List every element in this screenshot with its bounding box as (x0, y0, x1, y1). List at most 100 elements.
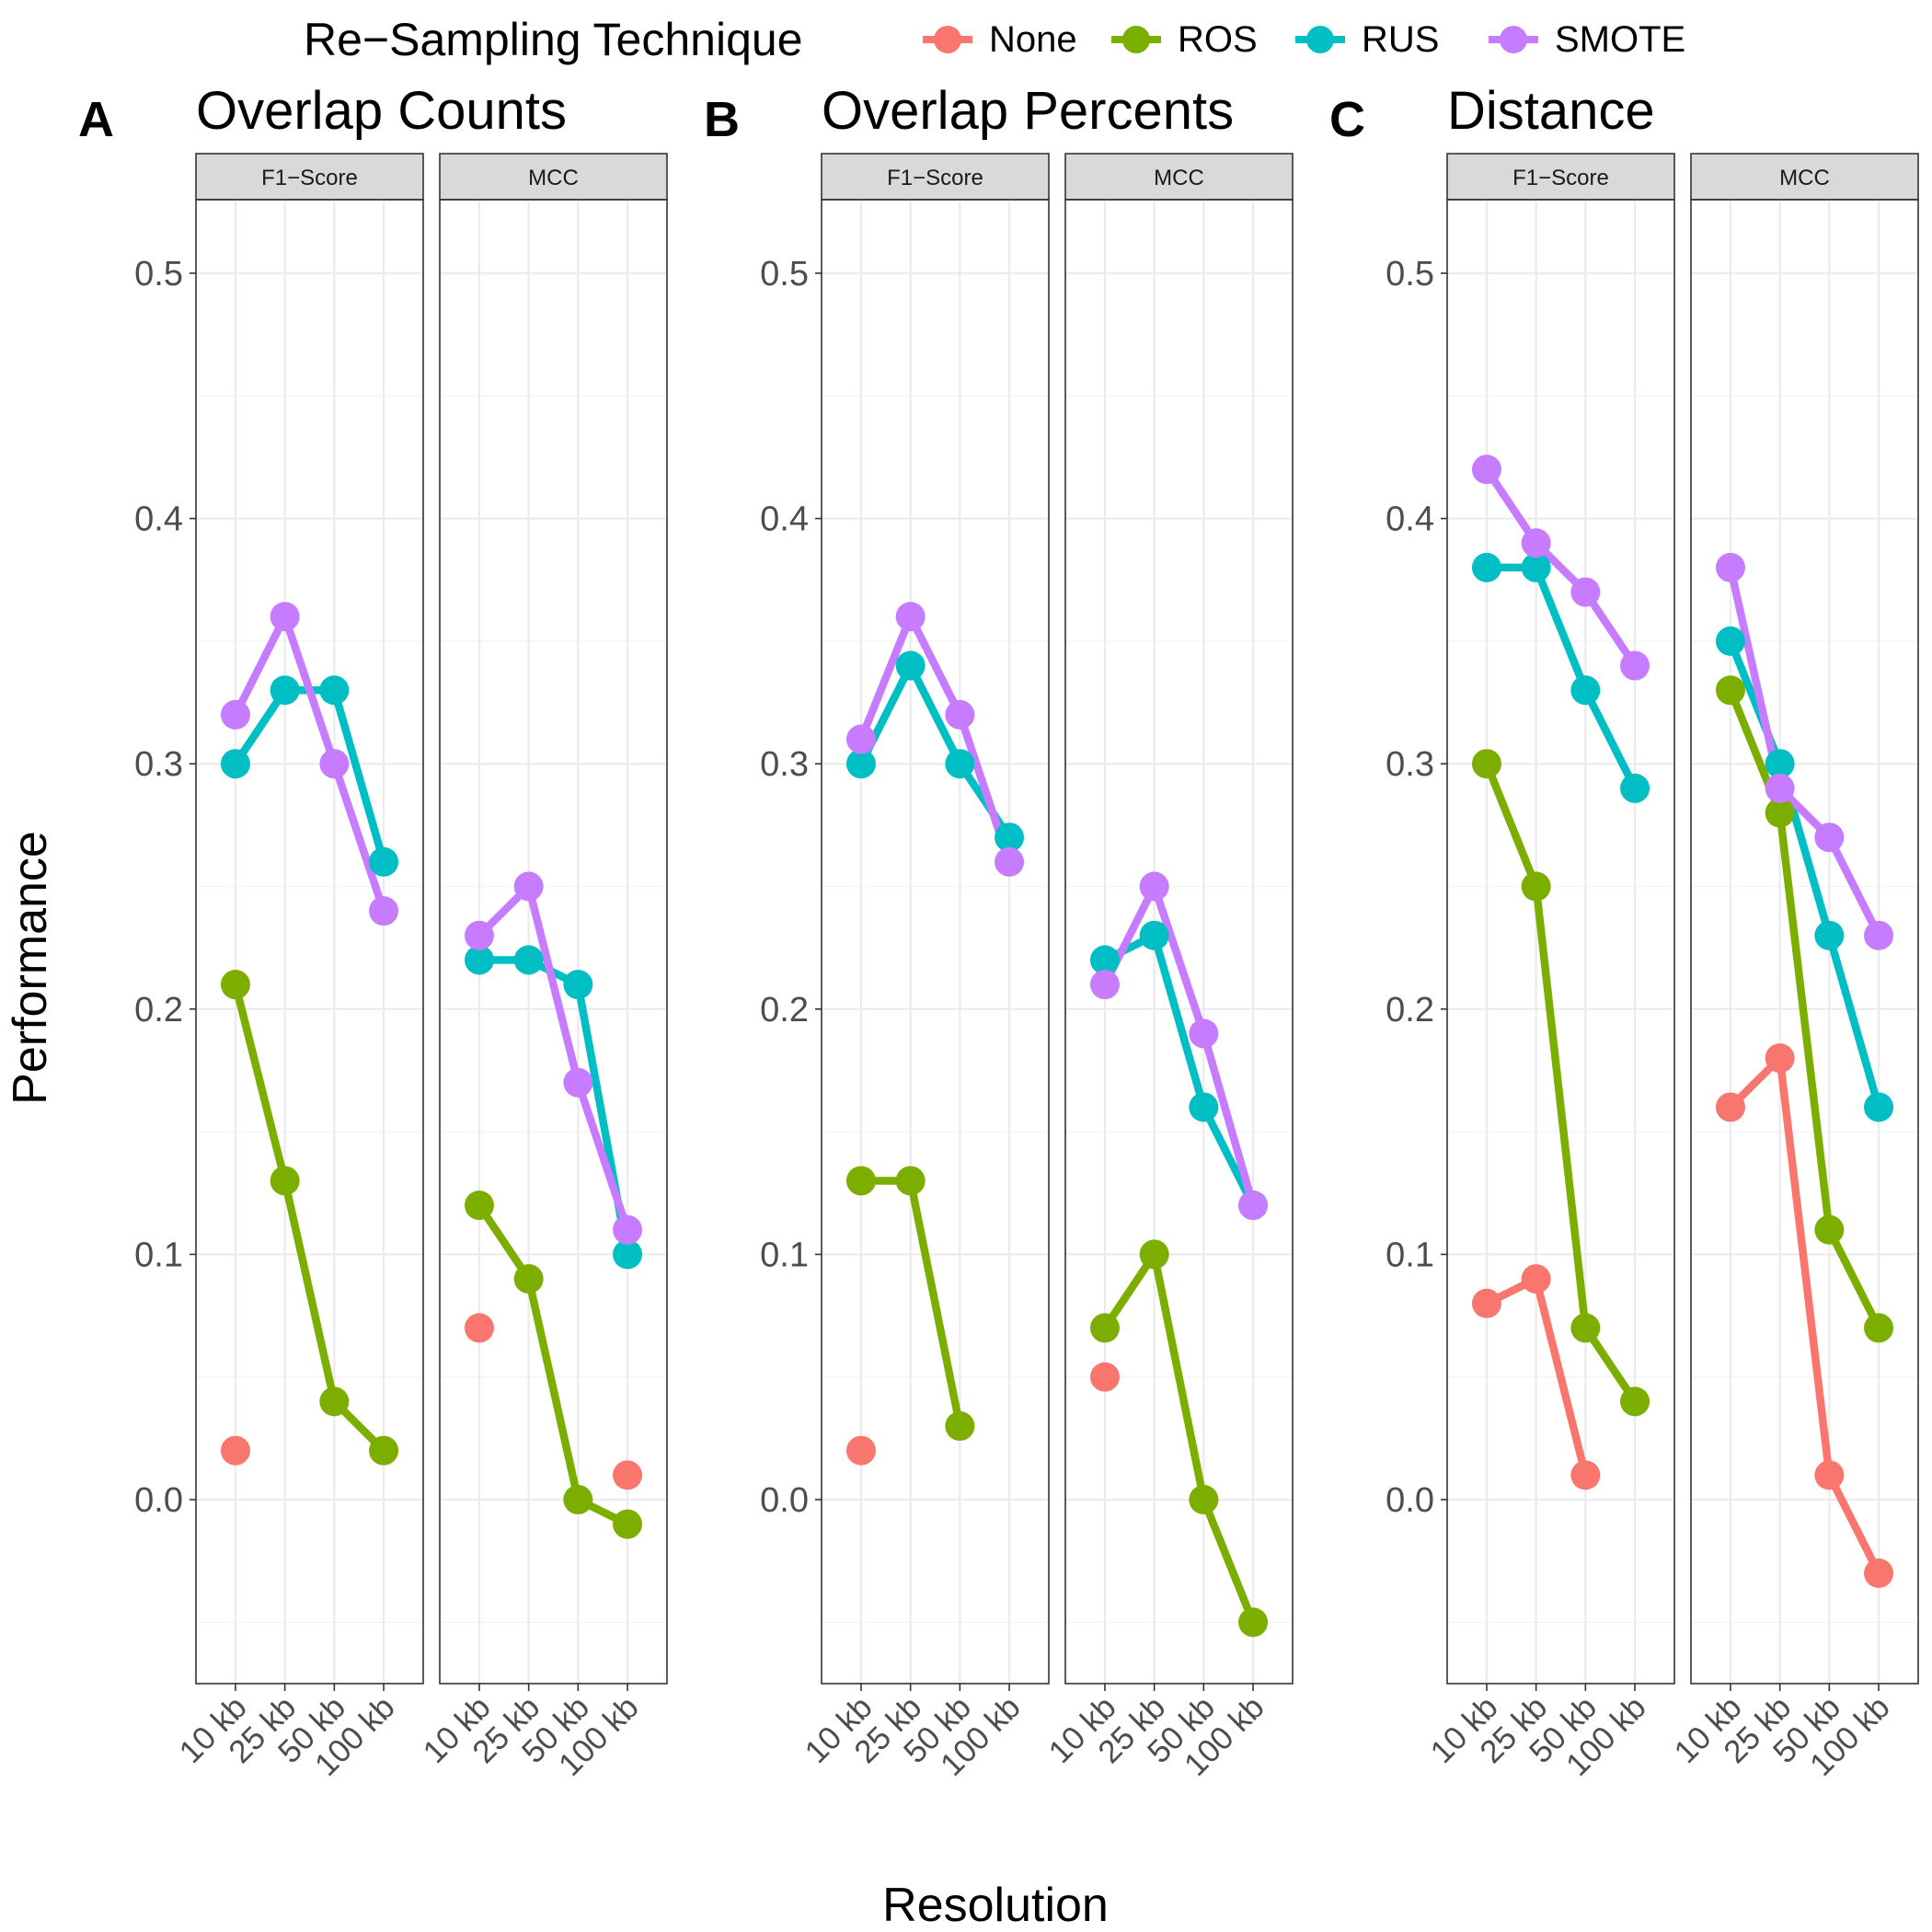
series-line-none (1825, 1473, 1882, 1575)
data-point-ros (845, 1166, 876, 1196)
data-point-rus (220, 749, 250, 779)
y-tick-label: 0.3 (134, 745, 183, 784)
series-line-ros (1825, 1227, 1882, 1330)
legend-item-ros: ROS (1111, 19, 1258, 60)
series-line-ros (281, 1179, 339, 1403)
legend-title: Re−Sampling Technique (304, 14, 803, 65)
data-point-rus (319, 675, 350, 706)
data-point-smote (613, 1214, 643, 1245)
series-line-smote (524, 885, 582, 1084)
data-point-rus (270, 675, 300, 706)
series-line-smote (1726, 566, 1784, 789)
data-point-smote (945, 699, 975, 730)
data-point-ros (220, 970, 250, 1000)
data-point-ros (369, 1435, 399, 1466)
facet-border (439, 199, 668, 1685)
series-line-smote (574, 1081, 632, 1232)
data-point-rus (1864, 1092, 1894, 1122)
data-point-rus (613, 1239, 643, 1270)
facet-strip (1064, 153, 1294, 201)
data-point-rus (1570, 675, 1601, 706)
panel-letter: A (78, 92, 114, 147)
data-point-rus (995, 822, 1025, 853)
data-point-rus (1715, 626, 1745, 656)
data-point-ros (464, 1190, 494, 1221)
series-line-rus (906, 663, 964, 766)
series-line-rus (1825, 934, 1883, 1109)
data-point-smote (1521, 528, 1551, 558)
y-tick-label: 0.1 (1386, 1236, 1434, 1274)
series-line-none (1776, 1057, 1834, 1476)
panel-a: A Overlap Counts0.00.10.20.30.40.5F1−Scor… (78, 81, 668, 1783)
y-tick-label: 0.4 (1386, 500, 1434, 539)
panels: A Overlap Counts0.00.10.20.30.40.5F1−Scor… (78, 81, 1919, 1783)
y-tick-label: 0.4 (760, 500, 809, 539)
series-line-rus (1150, 934, 1208, 1109)
data-point-smote (563, 1067, 593, 1098)
data-point-ros (1715, 675, 1745, 706)
facet-border (1690, 199, 1919, 1685)
data-point-ros (1089, 1313, 1120, 1343)
data-point-none (1089, 1362, 1120, 1392)
data-point-rus (1765, 749, 1795, 779)
legend-entries: None ROS RUS SMOTE (923, 19, 1685, 60)
y-tick-label: 0.4 (134, 500, 183, 539)
data-point-ros (895, 1166, 926, 1196)
x-axis-title: Resolution (882, 1879, 1109, 1932)
data-point-smote (270, 602, 300, 632)
data-point-smote (1570, 577, 1601, 607)
y-tick-label: 0.3 (1386, 745, 1434, 784)
data-point-smote (1471, 454, 1501, 485)
series-line-ros (1200, 1498, 1257, 1624)
data-point-ros (1765, 798, 1795, 828)
facet-strip-label: MCC (1779, 166, 1830, 190)
legend-key-point (1306, 26, 1334, 53)
y-tick-label: 0.5 (760, 255, 809, 293)
legend-label: RUS (1362, 19, 1439, 60)
series-line-ros (1776, 812, 1834, 1231)
data-point-none (464, 1313, 494, 1343)
y-tick-label: 0.0 (1386, 1481, 1434, 1520)
y-tick-label: 0.2 (760, 991, 809, 1029)
series-line-smote (281, 615, 339, 765)
y-tick-label: 0.5 (134, 255, 183, 293)
data-point-rus (845, 749, 876, 779)
data-point-smote (1238, 1190, 1269, 1221)
data-point-rus (1189, 1092, 1219, 1122)
data-point-smote (845, 724, 876, 754)
data-point-rus (464, 945, 494, 975)
data-point-smote (1620, 650, 1650, 681)
data-point-ros (319, 1386, 350, 1417)
data-point-smote (1715, 552, 1745, 582)
data-point-smote (895, 602, 926, 632)
data-point-ros (513, 1264, 544, 1294)
y-axis-title: Performance (4, 831, 57, 1105)
data-point-ros (1139, 1239, 1169, 1270)
data-point-ros (1620, 1386, 1650, 1417)
series-line-none (1532, 1278, 1590, 1477)
panel-b: B Overlap Percents0.00.10.20.30.40.5F1−Sc… (704, 81, 1294, 1783)
data-point-ros (1521, 871, 1551, 902)
legend-label: SMOTE (1555, 19, 1685, 60)
data-point-smote (995, 846, 1025, 877)
panel-letter: C (1329, 92, 1365, 147)
series-line-ros (1532, 886, 1590, 1328)
data-point-smote (1089, 970, 1120, 1000)
legend-item-rus: RUS (1295, 19, 1439, 60)
series-line-smote (1150, 885, 1208, 1035)
series-line-smote (857, 615, 914, 742)
series-line-ros (906, 1179, 964, 1427)
data-point-none (613, 1460, 643, 1490)
data-point-ros (1570, 1313, 1601, 1343)
legend: Re−Sampling Technique None ROS RUS SMOTE (304, 14, 1685, 65)
data-point-smote (1814, 822, 1845, 853)
data-point-rus (513, 945, 544, 975)
facet-border (195, 199, 424, 1685)
series-line-smote (232, 615, 289, 717)
series-line-ros (1581, 1326, 1639, 1404)
data-point-none (1570, 1460, 1601, 1490)
